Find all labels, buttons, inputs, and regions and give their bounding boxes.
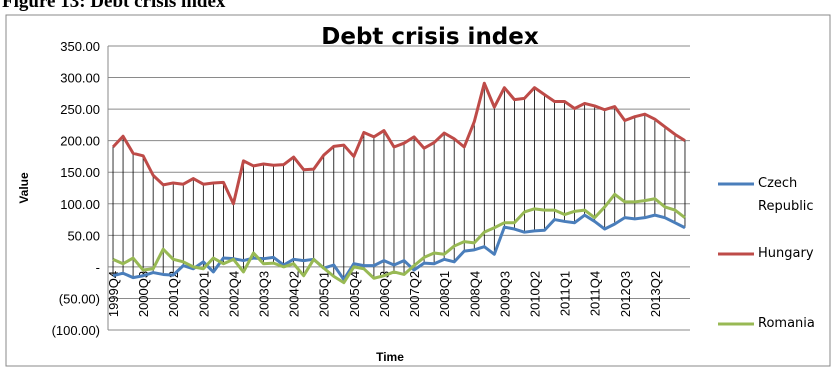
legend-label: Romania [758, 316, 815, 331]
series-line [112, 213, 686, 282]
x-tick-label: 2009Q3 [497, 271, 512, 317]
x-tick-label: 2005Q1 [317, 271, 332, 317]
y-tick-label: 350.00 [60, 39, 100, 54]
x-tick-label: 1999Q4 [106, 271, 121, 317]
y-tick-label: (50.00) [59, 291, 100, 306]
legend-label: Czech Republic [758, 176, 814, 214]
x-tick-label: 2010Q2 [527, 271, 542, 317]
x-tick-label: 2004Q2 [287, 271, 302, 317]
x-tick-label: 2005Q4 [347, 271, 362, 317]
x-tick-label: 2001Q2 [166, 271, 181, 317]
x-tick-label: 2008Q4 [467, 271, 482, 317]
x-tick-label: 2013Q2 [648, 271, 663, 317]
x-tick-label: 2011Q4 [588, 271, 603, 316]
y-tick-label: 50.00 [67, 228, 100, 243]
y-tick-label: - [96, 260, 100, 275]
x-axis-title: Time [376, 350, 404, 364]
series-line [111, 81, 686, 206]
y-tick-label: 250.00 [60, 102, 100, 117]
series-line [112, 192, 686, 285]
x-tick-label: 2011Q1 [558, 271, 573, 316]
x-tick-label: 2012Q3 [618, 271, 633, 317]
y-tick-label: 100.00 [60, 197, 100, 212]
x-tick-label: 2008Q1 [437, 271, 452, 317]
x-tick-label: 2006Q3 [377, 271, 392, 317]
chart-frame [5, 14, 831, 367]
figure-caption: Figure 13: Debt crisis index [2, 0, 226, 12]
legend-label: Hungary [758, 246, 814, 261]
x-tick-label: 2000Q3 [136, 271, 151, 317]
y-tick-label: (100.00) [52, 323, 100, 338]
y-tick-label: 300.00 [60, 71, 100, 86]
y-axis-title: Value [17, 172, 31, 204]
y-tick-label: 200.00 [60, 134, 100, 149]
y-tick-label: 150.00 [60, 165, 100, 180]
x-tick-label: 2002Q4 [226, 271, 241, 317]
x-tick-label: 2007Q2 [407, 271, 422, 317]
x-tick-label: 2003Q3 [257, 271, 272, 317]
x-tick-label: 2002Q1 [196, 271, 211, 317]
